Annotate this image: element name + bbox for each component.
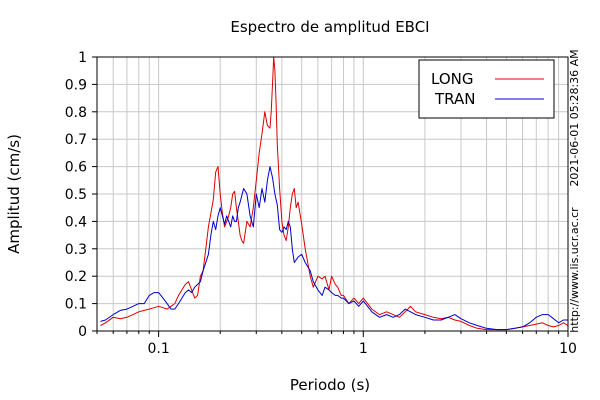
- x-tick-label: 10: [559, 341, 577, 357]
- series-lines: [100, 56, 569, 331]
- axis-ticks: 0 0.1 0.2 0.3 0.4 0.5 0.6 0.7 0.8 0.9 1 0.1 1 10: [65, 50, 577, 357]
- y-tick-label: 0.7: [65, 132, 87, 148]
- legend: LONG TRAN: [418, 59, 555, 119]
- grid-lines: [96, 56, 568, 332]
- y-tick-label: 0.6: [65, 160, 87, 176]
- x-axis-label: Periodo (s): [290, 376, 370, 394]
- x-tick-label: 1: [359, 341, 368, 357]
- timestamp-text: 2021-06-01 05:28:36 AM: [568, 49, 581, 186]
- y-tick-label: 0.1: [65, 297, 87, 313]
- y-tick-label: 0.4: [65, 214, 87, 230]
- legend-label-long: LONG: [431, 70, 473, 88]
- y-tick-label: 0: [78, 324, 87, 340]
- y-tick-label: 0.9: [65, 77, 87, 93]
- chart-title: Espectro de amplitud EBCI: [230, 18, 429, 36]
- source-url-text: http://www.lis.ucr.ac.cr: [568, 207, 581, 333]
- x-tick-label: 0.1: [147, 341, 169, 357]
- legend-label-tran: TRAN: [434, 90, 475, 108]
- y-tick-label: 0.5: [65, 187, 87, 203]
- y-tick-label: 1: [78, 50, 87, 66]
- y-axis-label: Amplitud (cm/s): [5, 134, 23, 254]
- legend-box: [418, 59, 555, 119]
- series-line-long: [100, 56, 569, 331]
- series-line-tran: [100, 166, 568, 331]
- y-tick-label: 0.2: [65, 269, 87, 285]
- y-tick-label: 0.8: [65, 105, 87, 121]
- y-tick-label: 0.3: [65, 242, 87, 258]
